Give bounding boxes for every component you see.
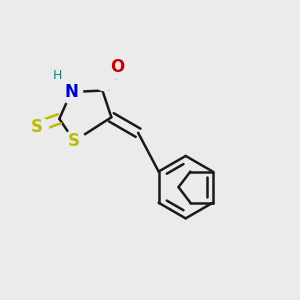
Text: H: H <box>53 69 62 82</box>
Text: N: N <box>64 83 78 101</box>
Text: O: O <box>110 58 124 76</box>
Text: S: S <box>31 118 43 136</box>
Text: S: S <box>68 132 80 150</box>
